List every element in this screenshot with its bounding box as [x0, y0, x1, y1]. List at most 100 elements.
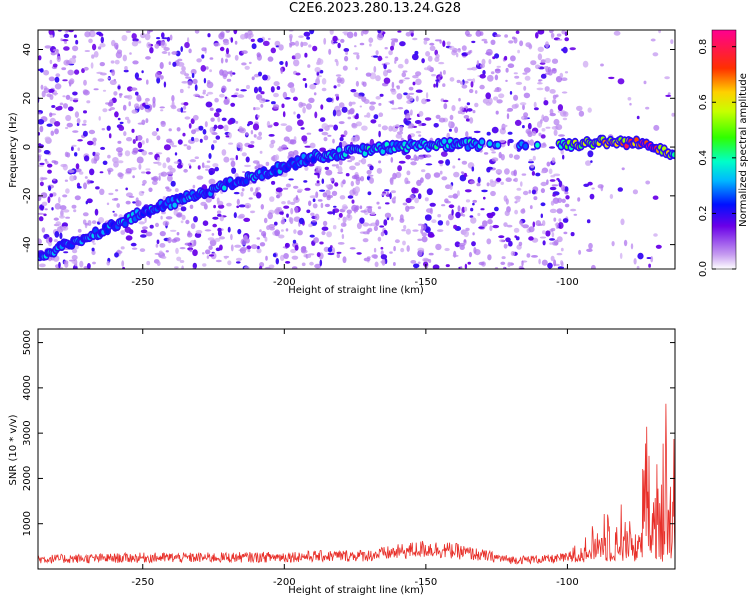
spectrogram-noise-cell: [98, 217, 105, 224]
spectrogram-noise-cell: [555, 94, 559, 98]
spectrogram-noise-cell: [65, 188, 70, 194]
spectrogram-noise-cell: [261, 230, 267, 237]
spectrogram-noise-cell: [84, 50, 91, 52]
spectrogram-noise-cell: [587, 107, 592, 113]
spectrogram-noise-cell: [131, 128, 135, 133]
spectrogram-noise-cell: [481, 58, 486, 65]
spectrogram-noise-cell: [536, 121, 543, 128]
spectrogram-noise-cell: [442, 40, 446, 47]
spectrogram-noise-cell: [304, 52, 308, 58]
spectrogram-noise-cell: [185, 76, 192, 79]
spectrogram-noise-cell: [425, 92, 429, 99]
spectrogram-noise-cell: [84, 176, 88, 179]
spectrogram-noise-cell: [549, 238, 555, 241]
spectrogram-noise-cell: [107, 154, 111, 159]
spectrogram-noise-cell: [532, 155, 536, 161]
spectrogram-noise-cell: [208, 245, 213, 250]
spectrogram-noise-cell: [280, 219, 286, 225]
spectrogram-noise-cell: [369, 43, 372, 47]
spectrogram-noise-cell: [77, 228, 82, 233]
spectrogram-noise-cell: [290, 201, 296, 205]
spectrogram-noise-cell: [132, 175, 135, 179]
spectrogram-noise-cell: [271, 101, 276, 105]
spectrogram-noise-cell: [553, 129, 558, 136]
spectrogram-noise-cell: [487, 219, 493, 225]
spectrogram-noise-cell: [144, 104, 151, 109]
spectrogram-noise-cell: [545, 126, 551, 129]
spectrogram-noise-cell: [185, 219, 190, 225]
spectrogram-noise-cell: [452, 165, 456, 169]
spectrogram-noise-cell: [211, 144, 215, 151]
spectrogram-noise-cell: [304, 83, 308, 88]
spectrogram-noise-cell: [455, 211, 461, 219]
spectrogram-noise-cell: [38, 164, 44, 167]
spectrogram-noise-cell: [573, 213, 578, 216]
spectrogram-noise-cell: [275, 187, 283, 193]
spectrogram-noise-cell: [89, 168, 95, 176]
spectrogram-noise-cell: [39, 125, 44, 133]
spectrogram-noise-cell: [331, 164, 337, 167]
spectrogram-noise-cell: [264, 236, 268, 242]
spectrogram-noise-cell: [405, 154, 411, 160]
spectrogram-noise-cell: [643, 80, 647, 85]
spectrogram-noise-cell: [338, 159, 343, 166]
spectrogram-noise-cell: [400, 247, 405, 253]
spectrogram-noise-cell: [473, 130, 481, 134]
spectrogram-noise-cell: [269, 196, 275, 202]
spectrogram-noise-cell: [370, 119, 377, 124]
spectrogram-noise-cell: [506, 113, 510, 120]
spectrogram-noise-cell: [608, 76, 615, 80]
spectrogram-noise-cell: [467, 261, 472, 265]
spectrogram-noise-cell: [184, 242, 191, 246]
spectrogram-noise-cell: [313, 92, 317, 96]
spectrogram-noise-cell: [283, 136, 290, 142]
spectrogram-noise-cell: [665, 94, 672, 97]
spectrogram-noise-cell: [253, 134, 257, 138]
spectrogram-noise-cell: [519, 102, 527, 106]
spectrogram-noise-cell: [86, 100, 91, 104]
spectrogram-noise-cell: [209, 107, 214, 111]
spectrogram-noise-cell: [214, 166, 219, 172]
spectrogram-noise-cell: [560, 184, 566, 192]
spectrogram-noise-cell: [664, 76, 670, 80]
spectrogram-noise-cell: [410, 161, 417, 166]
spectrogram-noise-cell: [465, 118, 471, 122]
spectrogram-noise-cell: [221, 117, 227, 122]
spectrogram-noise-cell: [510, 251, 516, 256]
spectrogram-noise-cell: [405, 228, 411, 235]
spectrogram-noise-cell: [137, 141, 143, 149]
spectrogram-noise-cell: [188, 163, 191, 166]
spectrogram-noise-cell: [494, 206, 499, 212]
spectrogram-noise-cell: [280, 229, 284, 232]
spectrogram-noise-cell: [304, 145, 312, 148]
spectrogram-noise-cell: [557, 110, 561, 113]
spectrogram-noise-cell: [234, 92, 239, 95]
spectrogram-noise-cell: [483, 196, 486, 200]
spectrogram-noise-cell: [409, 30, 415, 34]
spectrogram-noise-cell: [399, 214, 404, 221]
spectrogram-noise-cell: [187, 80, 193, 86]
spectrogram-noise-cell: [111, 69, 116, 76]
spectrogram-noise-cell: [208, 178, 216, 185]
spectrogram-noise-cell: [391, 89, 397, 95]
spectrogram-noise-cell: [55, 221, 62, 226]
spectrogram-noise-cell: [393, 262, 396, 266]
spectrogram-noise-cell: [125, 168, 132, 174]
spectrogram-noise-cell: [40, 192, 48, 199]
spectrogram-noise-cell: [254, 166, 258, 170]
spectrogram-noise-cell: [171, 51, 178, 55]
spectrogram-noise-cell: [84, 31, 91, 38]
spectrogram-noise-cell: [539, 236, 547, 239]
spectrogram-noise-cell: [310, 212, 315, 216]
spectrogram-noise-cell: [132, 139, 136, 144]
spectrogram-noise-cell: [290, 207, 294, 215]
spectrogram-noise-cell: [532, 221, 536, 228]
spectrogram-noise-cell: [241, 50, 248, 54]
spectrogram-noise-cell: [538, 79, 543, 82]
spectrogram-noise-cell: [340, 228, 344, 233]
spectrogram-noise-cell: [327, 252, 335, 256]
spectrogram-noise-cell: [92, 43, 97, 51]
spectrogram-noise-cell: [489, 225, 493, 232]
spectrogram-noise-cell: [279, 61, 284, 65]
spectrogram-noise-cell: [464, 263, 468, 269]
